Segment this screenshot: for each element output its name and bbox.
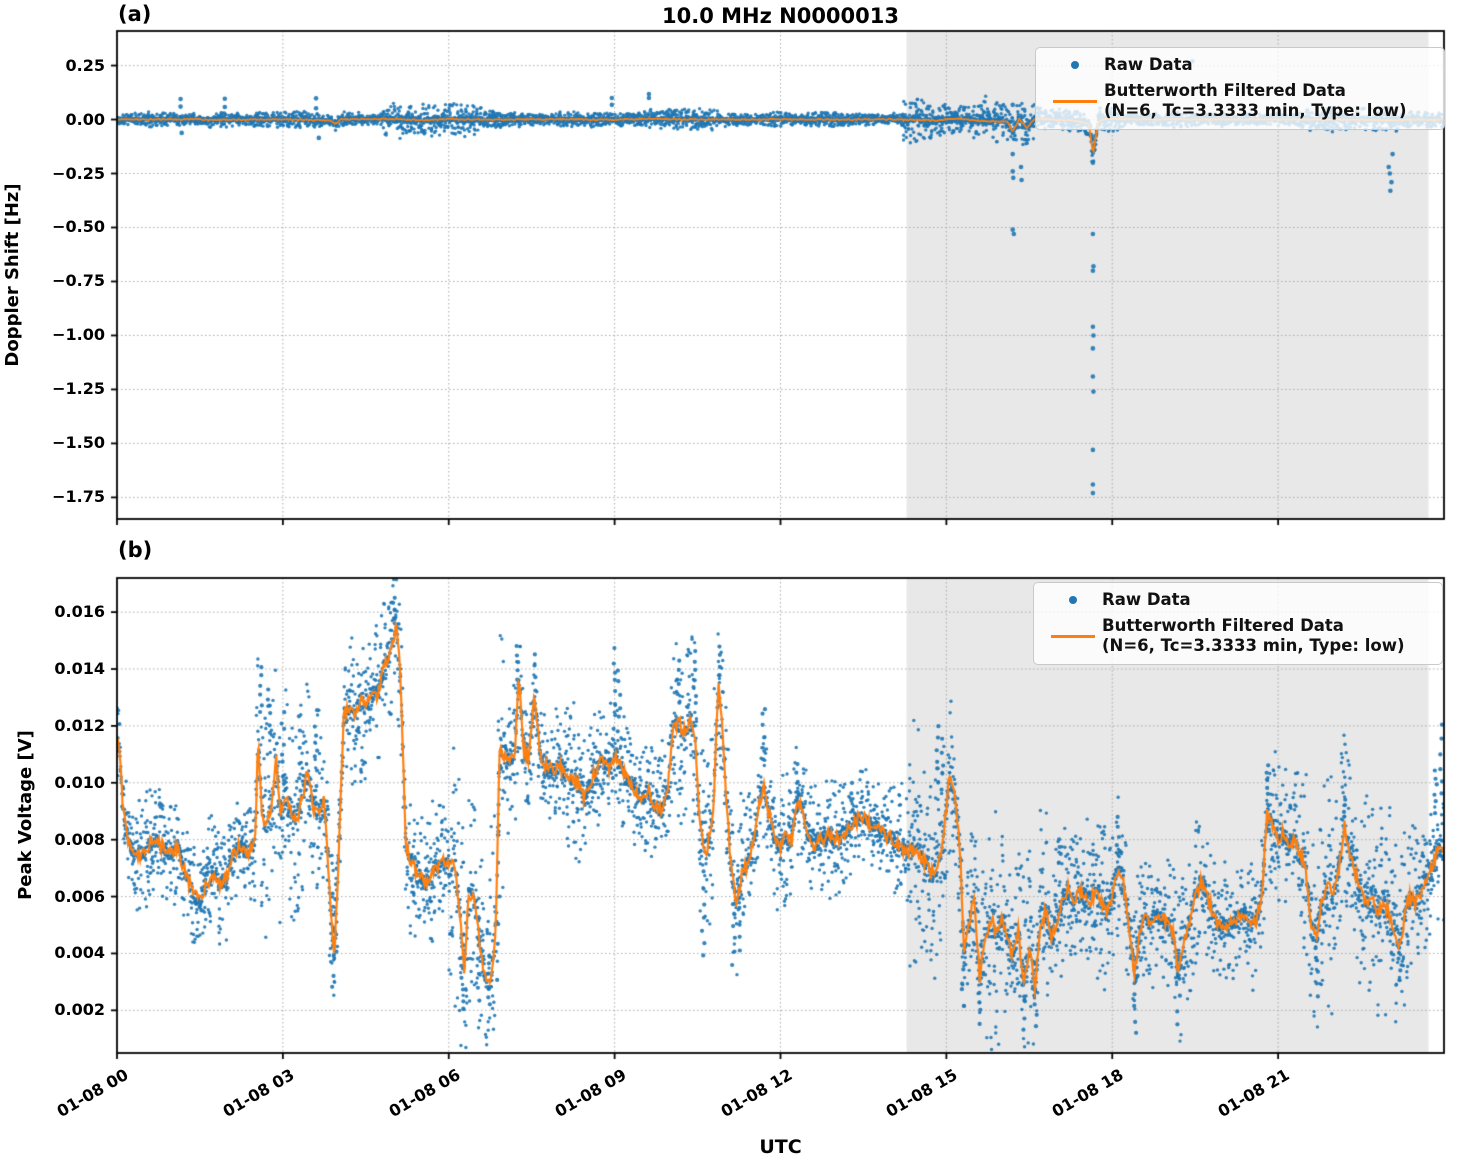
y-tick-label-b: 0.010 [54, 772, 105, 792]
panel-label-a: (a) [118, 2, 152, 26]
x-axis-label-utc: UTC [759, 1136, 802, 1158]
y-tick-label-a: −0.50 [52, 217, 105, 237]
legend-filtered-label-line2: (N=6, Tc=3.3333 min, Type: low) [1102, 636, 1405, 656]
legend-panel-a: Raw Data Butterworth Filtered Data (N=6,… [1035, 47, 1445, 130]
y-tick-label-a: −1.50 [52, 433, 105, 453]
panel-label-b: (b) [118, 538, 153, 562]
y-tick-label-a: −0.75 [52, 271, 105, 291]
legend-raw-label: Raw Data [1102, 590, 1191, 609]
chart-title: 10.0 MHz N0000013 [662, 4, 899, 28]
legend-raw-label: Raw Data [1104, 55, 1193, 74]
filtered-line-marker-icon [1053, 99, 1097, 103]
y-tick-label-a: −1.75 [52, 487, 105, 507]
y-tick-label-b: 0.002 [54, 1000, 105, 1020]
legend-filtered-label-line2: (N=6, Tc=3.3333 min, Type: low) [1104, 101, 1407, 121]
raw-data-marker-icon [1071, 61, 1079, 70]
y-tick-label-b: 0.012 [54, 715, 105, 735]
y-tick-label-b: 0.016 [54, 602, 105, 622]
legend-entry-raw: Raw Data [1044, 590, 1428, 611]
y-tick-label-b: 0.004 [54, 943, 105, 963]
y-tick-label-a: −1.25 [52, 379, 105, 399]
y-tick-label-a: −0.25 [52, 163, 105, 183]
legend-entry-filtered: Butterworth Filtered Data (N=6, Tc=3.333… [1046, 81, 1430, 122]
y-tick-label-b: 0.006 [54, 886, 105, 906]
legend-filtered-label-line1: Butterworth Filtered Data [1104, 80, 1346, 100]
y-tick-label-a: −1.00 [52, 325, 105, 345]
legend-entry-filtered: Butterworth Filtered Data (N=6, Tc=3.333… [1044, 616, 1428, 657]
y-axis-label-doppler: Doppler Shift [Hz] [2, 183, 23, 367]
legend-entry-raw: Raw Data [1046, 55, 1430, 76]
y-tick-label-a: 0.00 [65, 109, 105, 129]
legend-filtered-label-line1: Butterworth Filtered Data [1102, 615, 1344, 635]
y-tick-label-b: 0.008 [54, 829, 105, 849]
y-tick-label-b: 0.014 [54, 659, 105, 679]
y-tick-label-a: 0.25 [65, 55, 105, 75]
legend-panel-b: Raw Data Butterworth Filtered Data (N=6,… [1033, 582, 1443, 665]
filtered-line-marker-icon [1051, 634, 1095, 638]
raw-data-marker-icon [1069, 596, 1077, 605]
